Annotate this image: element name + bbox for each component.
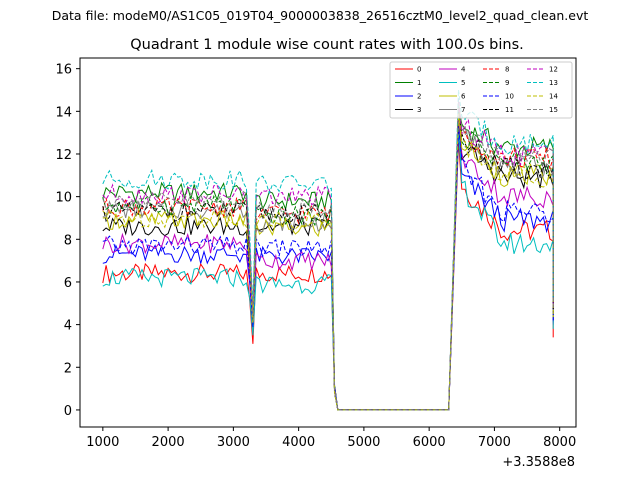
- legend-label-6: 6: [461, 93, 466, 101]
- plot-lines: [102, 89, 554, 411]
- series-line-1: [102, 104, 554, 411]
- legend-label-10: 10: [505, 93, 514, 101]
- legend-label-0: 0: [417, 66, 421, 74]
- x-tick-label: 8000: [543, 435, 576, 450]
- legend-label-8: 8: [505, 66, 509, 74]
- y-tick-label: 10: [55, 191, 72, 206]
- legend-label-14: 14: [549, 93, 558, 101]
- x-axis: 1000 2000 3000 4000 5000 6000 7000 8000: [86, 427, 576, 450]
- legend-label-1: 1: [417, 79, 421, 87]
- y-tick-label: 16: [55, 63, 72, 78]
- legend-label-15: 15: [549, 106, 558, 114]
- y-tick-label: 4: [64, 319, 72, 334]
- chart-suptitle: Data file: modeM0/AS1C05_019T04_90000038…: [52, 8, 589, 23]
- series-line-9: [102, 102, 554, 411]
- x-tick-label: 1000: [86, 435, 119, 450]
- y-tick-label: 12: [55, 148, 72, 163]
- legend-frame: [389, 61, 573, 119]
- x-tick-label: 3000: [217, 435, 250, 450]
- legend-label-3: 3: [417, 106, 421, 114]
- y-tick-label: 8: [64, 233, 72, 248]
- legend-label-11: 11: [505, 106, 514, 114]
- y-tick-label: 6: [64, 276, 72, 291]
- series-line-6: [102, 111, 554, 411]
- x-axis-offset-label: +3.3588e8: [502, 455, 575, 470]
- legend-label-12: 12: [549, 66, 558, 74]
- chart-title: Quadrant 1 module wise count rates with …: [130, 37, 524, 53]
- series-line-10: [102, 126, 554, 411]
- legend-label-13: 13: [549, 79, 558, 87]
- x-tick-label: 6000: [413, 435, 446, 450]
- legend-label-4: 4: [461, 66, 466, 74]
- axes-frame: [79, 57, 577, 428]
- series-line-15: [102, 102, 554, 411]
- legend-label-2: 2: [417, 93, 421, 101]
- y-axis: 0 2 4 6 8 10 12 14 16: [55, 63, 80, 419]
- series-line-8: [102, 107, 554, 411]
- x-tick-label: 4000: [282, 435, 315, 450]
- legend-label-5: 5: [461, 79, 465, 87]
- legend-label-7: 7: [461, 106, 465, 114]
- series-line-0: [102, 141, 554, 411]
- y-tick-label: 14: [55, 105, 72, 120]
- y-tick-label: 2: [64, 361, 72, 376]
- y-tick-label: 0: [64, 404, 72, 419]
- x-tick-label: 5000: [347, 435, 380, 450]
- x-tick-label: 2000: [152, 435, 185, 450]
- series-line-3: [102, 119, 554, 411]
- series-line-2: [102, 132, 554, 411]
- legend-label-9: 9: [505, 79, 509, 87]
- x-tick-label: 7000: [478, 435, 511, 450]
- series-line-11: [102, 109, 554, 411]
- series-line-5: [102, 128, 554, 411]
- series-line-13: [102, 89, 554, 411]
- series-line-14: [102, 113, 554, 411]
